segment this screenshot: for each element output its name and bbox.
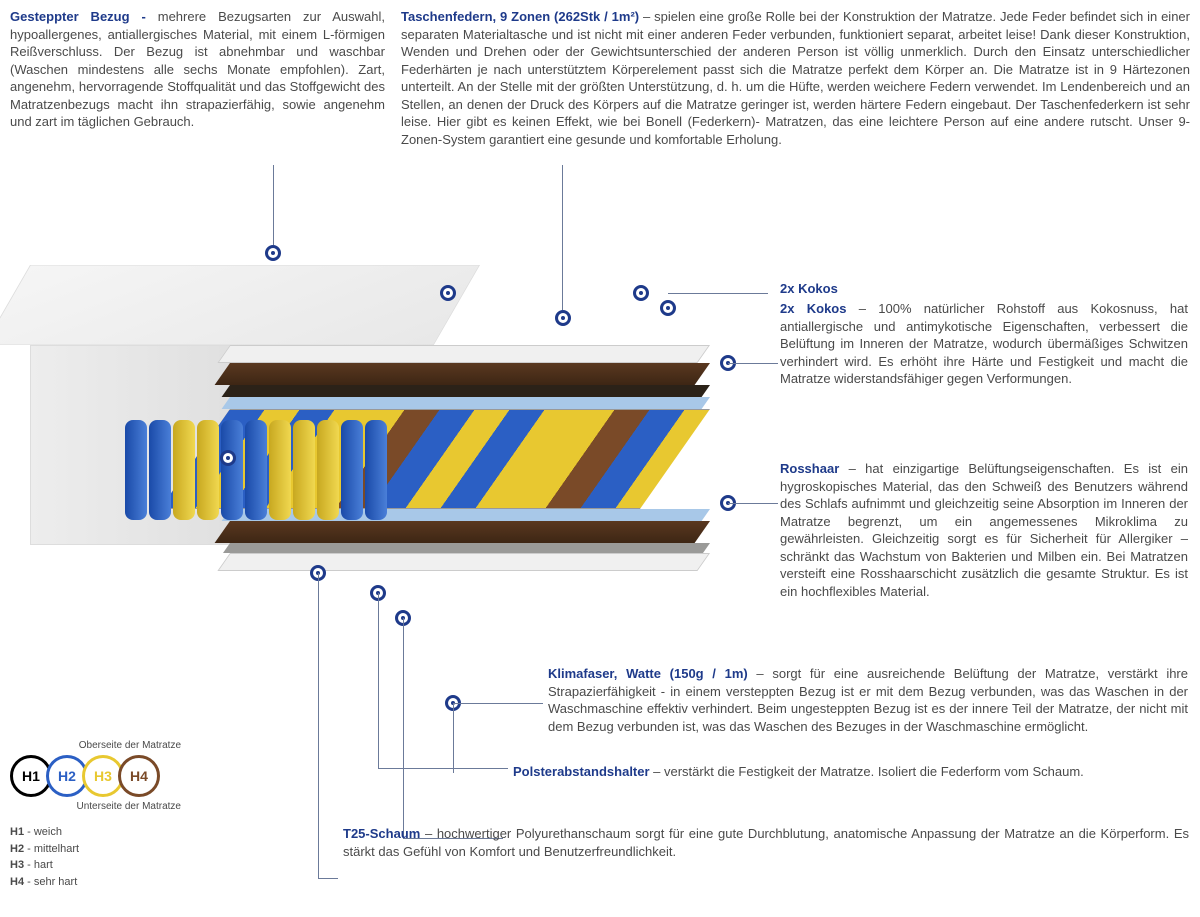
hardness-ring: H4 — [118, 755, 160, 797]
legend-top-label: Oberseite der Matratze — [10, 740, 185, 751]
leader-line — [378, 768, 508, 769]
callout-marker-icon — [633, 285, 649, 301]
leader-line — [378, 593, 379, 768]
mattress-top-surface — [0, 265, 480, 345]
hardness-legend-row: H4 - sehr hart — [10, 874, 185, 891]
layer-coconut-top — [215, 363, 710, 385]
leader-line — [562, 165, 563, 310]
hardness-key: H3 — [10, 859, 24, 871]
leader-line — [318, 573, 319, 878]
layer-cover-top — [217, 345, 710, 363]
bezug-block: Gesteppter Bezug - mehrere Bezugsarten z… — [10, 8, 385, 148]
spring-icon — [317, 420, 339, 520]
spring-icon — [269, 420, 291, 520]
spring-icon — [341, 420, 363, 520]
polster-block: Polsterabstandshalter – verstärkt die Fe… — [513, 763, 1189, 781]
diagram-area: 2x Kokos 2x Kokos – 100% natürlicher Roh… — [0, 165, 1200, 725]
leader-line — [668, 293, 768, 294]
klima-title: Klimafaser, Watte (150g / 1m) — [548, 666, 756, 681]
spring-icon — [125, 420, 147, 520]
layer-cover-bottom — [217, 553, 710, 571]
spring-icon — [245, 420, 267, 520]
rosshaar-block: Rosshaar – hat einzigartige Belüftungsei… — [780, 460, 1188, 600]
callout-marker-icon — [555, 310, 571, 326]
hardness-value: - weich — [24, 826, 62, 838]
hardness-list: H1 - weichH2 - mittelhartH3 - hartH4 - s… — [10, 824, 185, 890]
hardness-rings: H1H2H3H4 — [10, 755, 185, 797]
kokos-heading: 2x Kokos — [780, 280, 1180, 298]
rosshaar-title: Rosshaar — [780, 461, 849, 476]
spring-icon — [149, 420, 171, 520]
bezug-title: Gesteppter Bezug - — [10, 9, 158, 24]
federn-title: Taschenfedern, 9 Zonen (262Stk / 1m²) — [401, 9, 643, 24]
t25-block: T25-Schaum – hochwertiger Polyurethansch… — [343, 825, 1189, 860]
hardness-value: - mittelhart — [24, 843, 79, 855]
leader-line — [728, 363, 778, 364]
hardness-legend: Oberseite der Matratze H1H2H3H4 Untersei… — [10, 740, 185, 890]
layer-horsehair — [222, 385, 710, 397]
kokos-h: 2x Kokos — [780, 281, 838, 296]
hardness-value: - hart — [24, 859, 53, 871]
layer-foam-top — [222, 397, 710, 409]
spring-icon — [365, 420, 387, 520]
hardness-key: H2 — [10, 843, 24, 855]
layer-coconut-bottom — [215, 521, 710, 543]
callout-marker-icon — [265, 245, 281, 261]
legend-bottom-label: Unterseite der Matratze — [10, 801, 185, 812]
t25-text: – hochwertiger Polyurethanschaum sorgt f… — [343, 826, 1189, 859]
federn-block: Taschenfedern, 9 Zonen (262Stk / 1m²) – … — [401, 8, 1190, 148]
mattress-illustration — [30, 265, 750, 645]
leader-line — [728, 503, 778, 504]
polster-title: Polsterabstandshalter — [513, 764, 653, 779]
layer-spacer — [223, 543, 710, 553]
leader-line — [453, 703, 543, 704]
hardness-legend-row: H1 - weich — [10, 824, 185, 841]
spring-icon — [221, 420, 243, 520]
rosshaar-text: – hat einzigartige Belüftungseigenschaft… — [780, 461, 1188, 599]
leader-line — [318, 878, 338, 879]
hardness-legend-row: H3 - hart — [10, 857, 185, 874]
spring-icon — [173, 420, 195, 520]
spring-icon — [293, 420, 315, 520]
leader-line — [403, 618, 404, 838]
leader-line — [453, 703, 454, 773]
callout-marker-icon — [440, 285, 456, 301]
hardness-key: H4 — [10, 876, 24, 888]
polster-text: – verstärkt die Festigkeit der Matratze.… — [653, 764, 1084, 779]
hardness-legend-row: H2 - mittelhart — [10, 841, 185, 858]
klima-block: Klimafaser, Watte (150g / 1m) – sorgt fü… — [548, 665, 1188, 735]
spring-icon — [197, 420, 219, 520]
spring-front-row — [125, 420, 555, 520]
t25-title: T25-Schaum — [343, 826, 425, 841]
federn-text: – spielen eine große Rolle bei der Konst… — [401, 9, 1190, 147]
kokos-block: 2x Kokos – 100% natürlicher Rohstoff aus… — [780, 300, 1188, 388]
top-text-row: Gesteppter Bezug - mehrere Bezugsarten z… — [0, 0, 1200, 148]
callout-marker-icon — [220, 450, 236, 466]
hardness-key: H1 — [10, 826, 24, 838]
callout-marker-icon — [660, 300, 676, 316]
leader-line — [273, 165, 274, 245]
hardness-value: - sehr hart — [24, 876, 77, 888]
kokos-title: 2x Kokos — [780, 301, 859, 316]
bezug-text: mehrere Bezugsarten zur Auswahl, hypoall… — [10, 9, 385, 129]
